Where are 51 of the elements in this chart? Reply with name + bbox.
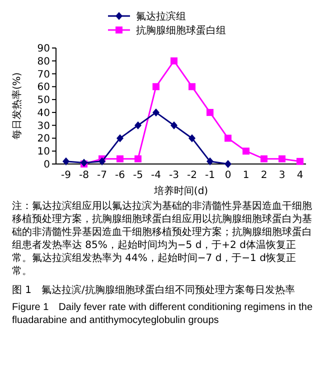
x-tick-label: -2 — [187, 170, 197, 181]
x-tick-label: -7 — [97, 170, 107, 181]
point — [134, 155, 142, 162]
y-tick-label: 90 — [37, 44, 50, 54]
x-tick-label: 3 — [278, 170, 286, 181]
point — [62, 157, 70, 166]
x-tick-label: -6 — [115, 170, 125, 181]
text: 注：氟达拉滨组应用以氟达拉滨为基础的非清髓性异基因造血干细胞移植预处理方案，抗胸腺细胞球蛋白组应用以抗胸腺细胞球蛋白为基础的非清髓性异基因造血干细胞移植预处理方案；抗胸腺细胞球蛋白组患者发热率达 85%，起始时间均为−5 d，于+2 d体温恢复正常。氟达拉滨组发热率为 44%，起始时间−7 d，于−1 d恢复正常。 — [12, 200, 313, 278]
point — [170, 57, 178, 64]
point — [224, 134, 232, 142]
y-tick-label: 60 — [37, 82, 50, 94]
point — [206, 108, 214, 116]
x-axis-title: 培养时间(d) — [152, 185, 208, 197]
point — [242, 148, 250, 155]
y-tick-label: 10 — [37, 146, 50, 158]
point — [260, 155, 268, 162]
y-tick-label: 30 — [37, 120, 50, 132]
y-tick-label: 40 — [37, 108, 50, 119]
y-tick-label: 50 — [37, 95, 50, 106]
text: 图 1 氟达拉滨/抗胸腺细胞球蛋白组不同预处理方案每日发热率 — [12, 284, 296, 297]
y-tick-label: 80 — [37, 56, 50, 68]
x-tick-label: -4 — [151, 170, 161, 181]
point — [152, 108, 160, 116]
point — [188, 134, 196, 142]
x-tick-label: 4 — [296, 170, 304, 181]
point — [278, 155, 286, 162]
x-tick-label: -3 — [169, 170, 179, 181]
point — [224, 160, 232, 168]
point — [152, 83, 160, 90]
y-axis-title: 每日发热率(%) — [11, 72, 23, 140]
y-tick-label: 20 — [37, 134, 50, 145]
y-tick-label: 70 — [37, 69, 50, 80]
x-tick-label: -1 — [205, 170, 215, 181]
point — [134, 121, 142, 130]
y-tick-label: 0 — [44, 160, 50, 170]
x-tick-label: 1 — [242, 170, 250, 181]
point — [296, 158, 304, 165]
text: Figure 1 Daily fever rate with different conditioning regimens in the fluadarabine and antithymocyteglobulin groups — [12, 301, 314, 327]
x-tick-label: 0 — [224, 170, 232, 181]
point — [188, 83, 196, 90]
point — [170, 121, 178, 130]
x-tick-label: -8 — [79, 170, 89, 181]
point — [116, 134, 124, 142]
x-tick-label: -5 — [133, 170, 143, 181]
legend-label: 氟达拉滨组 — [136, 10, 186, 22]
legend-label: 抗胸腺细胞球蛋白组 — [136, 24, 226, 36]
x-tick-label: 2 — [260, 170, 268, 181]
x-tick-label: -9 — [61, 170, 71, 181]
point — [206, 157, 214, 166]
point — [116, 155, 124, 162]
point — [98, 157, 106, 166]
